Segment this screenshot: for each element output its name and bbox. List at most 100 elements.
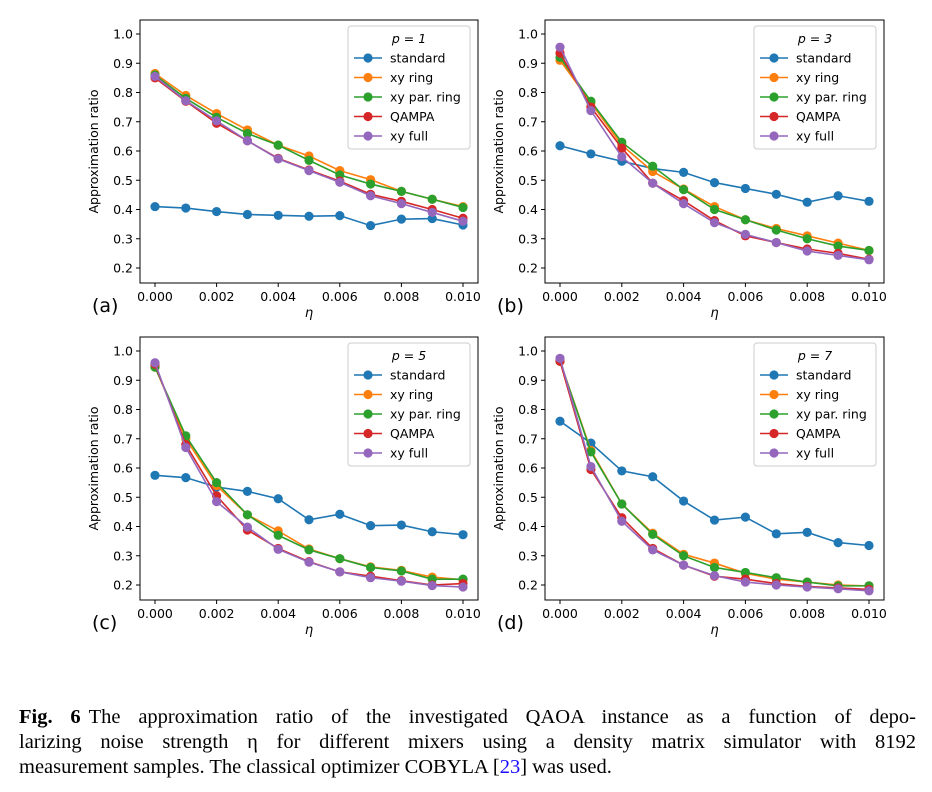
- legend-box: [347, 25, 471, 150]
- legend-label: QAMPA: [390, 426, 435, 441]
- legend-marker: [363, 53, 373, 63]
- data-point: [396, 199, 406, 209]
- data-point: [679, 496, 689, 506]
- data-point: [833, 584, 843, 594]
- data-point: [864, 245, 874, 256]
- data-point: [181, 203, 191, 213]
- series-xy-full: [555, 353, 874, 596]
- data-point: [555, 416, 565, 426]
- legend-marker: [769, 428, 779, 439]
- x-tick-label: 0.000: [542, 606, 578, 621]
- data-point: [458, 582, 468, 592]
- data-point: [648, 178, 658, 188]
- legend-label: standard: [390, 368, 445, 383]
- caption-text: measurement samples. The classical optim…: [19, 756, 500, 778]
- caption-text: The approximation ratio of the investiga…: [88, 706, 917, 728]
- data-point: [396, 186, 406, 196]
- data-point: [150, 358, 160, 368]
- data-point: [335, 509, 345, 519]
- series-xy-full: [555, 42, 874, 265]
- legend-marker: [769, 370, 779, 380]
- data-point: [802, 527, 812, 537]
- figure-caption: Fig. 6 The approximation ratio of the inv…: [19, 705, 916, 780]
- x-tick-label: 0.000: [542, 289, 578, 304]
- data-point: [617, 466, 627, 476]
- caption-line-2: larizing noise strength η for different …: [19, 731, 916, 753]
- data-point: [586, 106, 596, 116]
- y-tick-label: 0.7: [518, 114, 538, 129]
- x-tick-label: 0.008: [384, 289, 420, 304]
- data-point: [366, 573, 376, 583]
- data-point: [740, 183, 751, 194]
- data-point: [304, 165, 314, 176]
- data-point: [242, 486, 252, 496]
- x-tick-label: 0.006: [728, 289, 764, 304]
- legend-marker: [769, 389, 779, 400]
- legend-marker: [769, 131, 779, 141]
- legend-marker: [769, 72, 779, 83]
- data-point: [150, 201, 160, 212]
- legend-label: QAMPA: [796, 426, 841, 441]
- legend-label: xy par. ring: [796, 90, 867, 105]
- x-tick-label: 0.004: [666, 289, 702, 304]
- data-point: [833, 241, 843, 251]
- data-point: [709, 177, 720, 188]
- x-tick-label: 0.002: [604, 289, 640, 304]
- data-point: [427, 207, 437, 218]
- caption-line-3: measurement samples. The classical optim…: [19, 755, 916, 780]
- data-point: [366, 191, 376, 201]
- legend-marker: [769, 53, 779, 63]
- x-tick-label: 0.000: [137, 606, 173, 621]
- data-point: [458, 530, 468, 540]
- data-point: [679, 167, 689, 177]
- y-tick-label: 0.3: [113, 231, 133, 246]
- data-point: [771, 237, 781, 248]
- data-point: [709, 204, 720, 215]
- legend-title: p = 7: [797, 348, 832, 363]
- data-point: [771, 580, 781, 590]
- data-point: [335, 567, 345, 577]
- data-point: [242, 209, 252, 220]
- legend-box: [347, 342, 471, 467]
- data-point: [679, 551, 689, 561]
- x-tick-label: 0.010: [851, 606, 887, 621]
- y-tick-label: 0.9: [113, 373, 133, 388]
- series-xy-full: [150, 358, 468, 592]
- y-tick-label: 1.0: [518, 27, 538, 42]
- x-axis-label: η: [305, 306, 313, 321]
- data-point: [648, 472, 658, 482]
- y-tick-label: 0.6: [113, 144, 133, 159]
- data-point: [617, 152, 627, 162]
- panel-label: (d): [497, 612, 524, 634]
- legend: p = 3 standard xy ring xy par. ring QAMPA xy …: [753, 25, 877, 150]
- chart-panel-d: 0.000 0.002 0.004 0.006 0.008 0.010 0.2 0.3 0.4 0…: [491, 336, 887, 638]
- data-point: [304, 545, 314, 555]
- data-point: [586, 447, 596, 457]
- x-tick-label: 0.006: [322, 289, 358, 304]
- legend-marker: [363, 111, 373, 122]
- data-point: [212, 116, 222, 126]
- legend-marker: [769, 409, 779, 419]
- data-point: [617, 143, 627, 153]
- y-tick-label: 0.8: [518, 85, 538, 100]
- y-tick-label: 0.7: [113, 431, 133, 446]
- data-point: [555, 353, 565, 363]
- y-tick-label: 0.4: [518, 202, 538, 217]
- data-point: [864, 586, 874, 596]
- legend-label: QAMPA: [796, 109, 841, 124]
- data-point: [802, 197, 812, 207]
- x-tick-label: 0.004: [260, 289, 296, 304]
- legend-marker: [363, 448, 373, 458]
- y-tick-label: 0.7: [113, 114, 133, 129]
- x-tick-label: 0.004: [260, 606, 296, 621]
- data-point: [212, 478, 222, 488]
- data-point: [396, 576, 406, 586]
- y-tick-label: 0.5: [113, 490, 133, 505]
- legend-label: xy par. ring: [796, 407, 867, 422]
- chart-panel-a: 0.000 0.002 0.004 0.006 0.008 0.010 0.2 0.3 0.4 0…: [86, 19, 481, 321]
- y-tick-label: 0.3: [113, 548, 133, 563]
- citation-link[interactable]: 23: [499, 756, 521, 778]
- data-point: [304, 557, 314, 567]
- x-tick-label: 0.002: [199, 289, 235, 304]
- y-tick-label: 0.8: [113, 85, 133, 100]
